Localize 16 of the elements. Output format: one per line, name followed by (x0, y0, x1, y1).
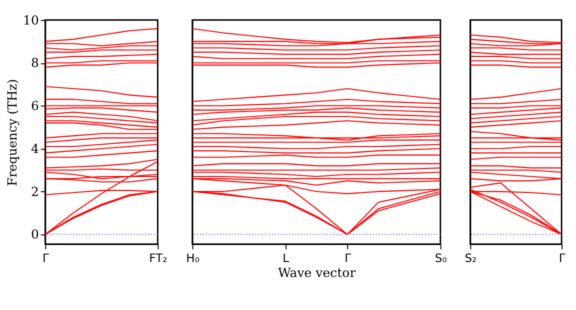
x-tick-label: Γ (558, 250, 566, 265)
x-tick-label: FT₂ (149, 250, 168, 265)
y-tick-label: 6 (30, 98, 39, 114)
y-tick-label: 10 (23, 12, 39, 28)
x-tick-label: L (282, 250, 290, 265)
y-tick-label: 8 (30, 55, 39, 70)
x-tick-label: H₀ (186, 250, 200, 265)
y-tick-label: 2 (30, 184, 39, 199)
x-tick-label: S₂ (464, 250, 477, 265)
x-axis-title: Wave vector (278, 265, 356, 280)
x-tick-label: S₀ (434, 250, 448, 265)
x-tick-label: Γ (344, 250, 352, 265)
y-tick-label: 0 (30, 226, 39, 242)
y-axis-title: Frequency (THz) (4, 78, 20, 186)
x-tick-label: Γ (42, 250, 50, 265)
y-tick-label: 4 (30, 140, 39, 156)
